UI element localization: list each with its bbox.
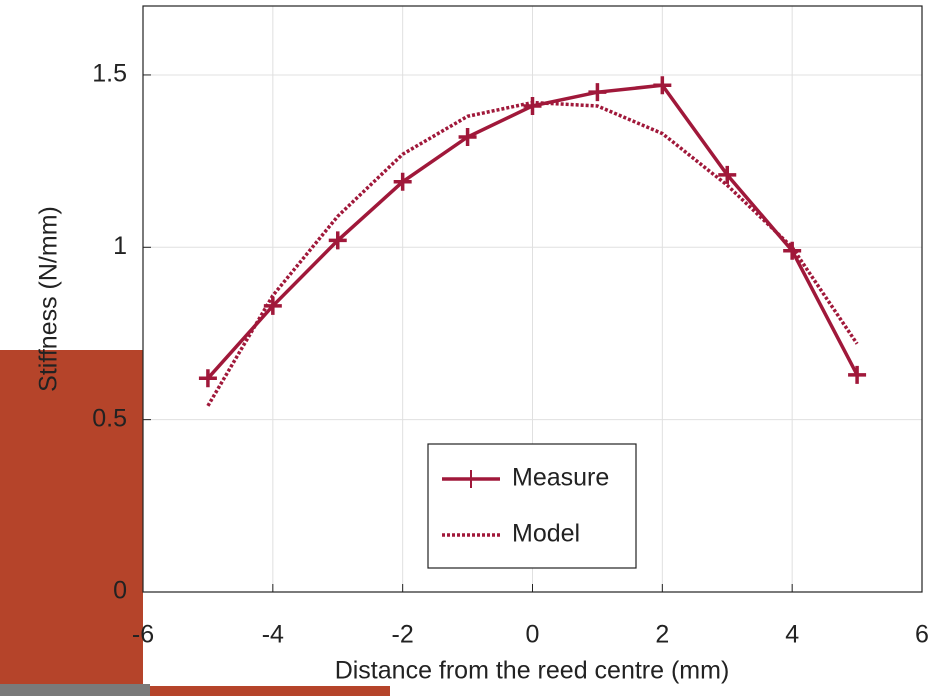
y-tick-label: 1: [113, 232, 127, 260]
y-axis-label: Stiffness (N/mm): [35, 206, 63, 392]
marker: [848, 365, 867, 384]
marker: [783, 241, 802, 260]
marker: [523, 96, 542, 115]
legend: [427, 443, 637, 569]
marker: [458, 127, 477, 146]
x-tick-label: -2: [392, 621, 414, 649]
y-tick-label: 0.5: [92, 404, 127, 432]
x-tick-label: 2: [655, 621, 669, 649]
marker: [328, 231, 347, 250]
y-tick-label: 1.5: [92, 60, 127, 88]
x-tick-label: 4: [785, 621, 799, 649]
background-texture: [0, 684, 150, 696]
marker: [718, 165, 737, 184]
y-tick-label: 0: [113, 577, 127, 605]
background-texture: [150, 686, 390, 696]
x-tick-label: -6: [132, 621, 154, 649]
legend-label: Measure: [512, 464, 609, 492]
x-tick-label: 0: [526, 621, 540, 649]
x-tick-label: -4: [262, 621, 284, 649]
background-texture: [0, 350, 143, 696]
marker: [653, 76, 672, 95]
legend-label: Model: [512, 520, 580, 548]
legend-marker: [462, 470, 480, 488]
marker: [588, 83, 607, 102]
x-tick-label: 6: [915, 621, 929, 649]
marker: [393, 172, 412, 191]
series-line: [206, 100, 859, 407]
x-axis-label: Distance from the reed centre (mm): [335, 657, 730, 685]
marker: [198, 369, 217, 388]
